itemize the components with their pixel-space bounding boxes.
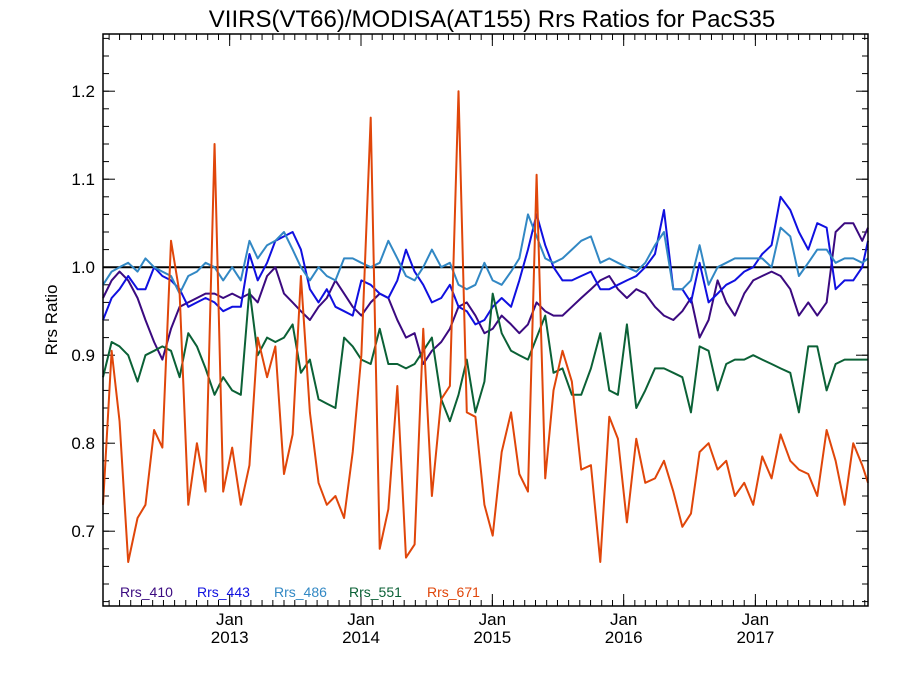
y-tick-label: 0.7 bbox=[71, 522, 95, 541]
series-lines bbox=[102, 90, 869, 563]
series-line-rrs-671 bbox=[102, 90, 869, 563]
axis-ticks: 0.70.80.91.01.11.2Jan2013Jan2014Jan2015J… bbox=[71, 34, 868, 647]
x-tick-year-label: 2014 bbox=[342, 628, 380, 647]
legend-label-rrs-671: Rrs_671 bbox=[427, 584, 480, 600]
legend-label-rrs-551: Rrs_551 bbox=[349, 584, 402, 600]
y-axis-label: Rrs Ratio bbox=[42, 285, 61, 356]
x-tick-month-label: Jan bbox=[216, 610, 243, 629]
y-tick-label: 1.2 bbox=[71, 82, 95, 101]
legend-label-rrs-410: Rrs_410 bbox=[120, 584, 173, 600]
x-tick-year-label: 2015 bbox=[473, 628, 511, 647]
series-line-rrs-443 bbox=[102, 195, 869, 326]
x-tick-year-label: 2016 bbox=[605, 628, 643, 647]
y-tick-label: 1.0 bbox=[71, 258, 95, 277]
x-tick-month-label: Jan bbox=[742, 610, 769, 629]
y-tick-label: 1.1 bbox=[71, 170, 95, 189]
x-tick-month-label: Jan bbox=[610, 610, 637, 629]
x-tick-year-label: 2017 bbox=[736, 628, 774, 647]
series-line-rrs-410 bbox=[102, 222, 869, 365]
series-line-rrs-486 bbox=[102, 213, 869, 295]
x-tick-month-label: Jan bbox=[479, 610, 506, 629]
legend-label-rrs-443: Rrs_443 bbox=[197, 584, 250, 600]
series-line-rrs-551 bbox=[102, 288, 868, 423]
legend: Rrs_410 Rrs_443 Rrs_486 Rrs_551 Rrs_671 bbox=[120, 584, 480, 600]
y-tick-label: 0.9 bbox=[71, 346, 95, 365]
plot-frame bbox=[102, 33, 869, 607]
x-tick-year-label: 2013 bbox=[211, 628, 249, 647]
chart-title: VIIRS(VT66)/MODISA(AT155) Rrs Ratios for… bbox=[209, 6, 775, 33]
legend-label-rrs-486: Rrs_486 bbox=[274, 584, 327, 600]
y-tick-label: 0.8 bbox=[71, 434, 95, 453]
x-tick-month-label: Jan bbox=[347, 610, 374, 629]
